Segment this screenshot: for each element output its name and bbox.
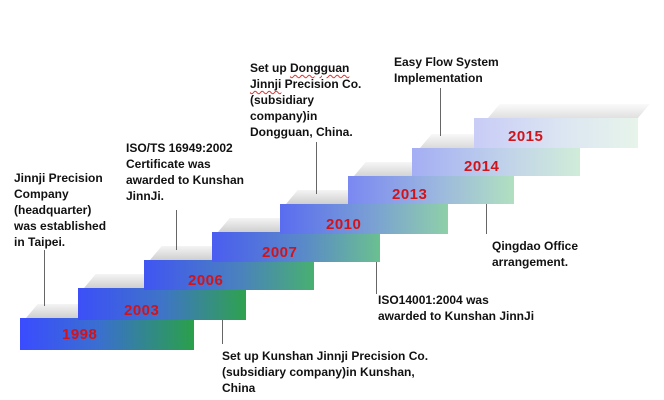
leader-line-1998 [44, 250, 45, 306]
leader-line-2003 [222, 320, 223, 344]
leader-line-2015 [440, 88, 441, 136]
year-label-2015: 2015 [508, 128, 544, 145]
note-2010-line2a: Jinnji [250, 77, 282, 91]
step-face-2007 [212, 232, 380, 262]
note-2010-line1a: Set up [250, 61, 291, 75]
note-2003: Set up Kunshan Jinnji Precision Co. (sub… [222, 349, 429, 395]
step-face-2015 [474, 118, 638, 148]
note-2010-line5: Dongguan, China. [250, 125, 353, 139]
note-2010: Set up Dongguan Jinnji Precision Co. (su… [250, 60, 400, 140]
note-2015: Easy Flow System Implementation [394, 55, 499, 85]
note-2013: Qingdao Office arrangement. [492, 239, 579, 269]
note-2007: ISO14001:2004 was awarded to Kunshan Jin… [378, 293, 535, 323]
step-face-1998 [20, 318, 194, 350]
year-label-2003: 2003 [124, 302, 160, 319]
step-top-2015 [488, 104, 650, 118]
year-label-2007: 2007 [262, 244, 298, 261]
year-label-2010: 2010 [326, 216, 362, 233]
year-label-1998: 1998 [62, 326, 98, 343]
note-2010-line3: (subsidiary [250, 93, 315, 107]
step-face-2014 [412, 148, 580, 176]
note-2006: ISO/TS 16949:2002 Certificate was awarde… [126, 141, 245, 203]
step-face-2003 [78, 288, 246, 320]
year-label-2014: 2014 [464, 158, 500, 175]
leader-line-2013 [486, 204, 487, 234]
leader-line-2007 [376, 262, 377, 294]
leader-line-2006 [176, 210, 177, 250]
note-2010-line2b: Precision Co. [281, 77, 362, 91]
note-2010-line4: company)in [250, 109, 318, 123]
step-face-2006 [144, 260, 314, 290]
year-label-2013: 2013 [392, 186, 428, 203]
step-face-2010 [280, 204, 448, 234]
note-1998: Jinnji Precision Company (headquarter) w… [14, 171, 107, 249]
leader-line-2010 [316, 142, 317, 194]
year-label-2006: 2006 [188, 272, 224, 289]
note-2010-line1b: Dongguan [290, 61, 350, 75]
step-face-2013 [348, 176, 514, 204]
